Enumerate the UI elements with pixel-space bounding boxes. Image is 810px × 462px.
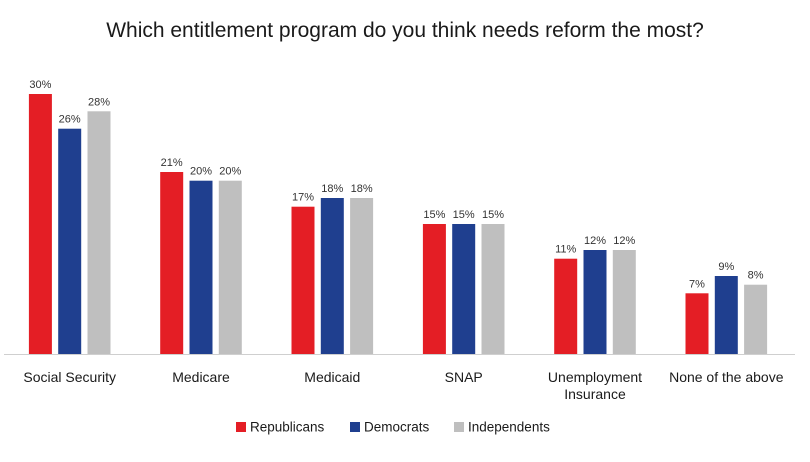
category-label: Unemployment [548, 369, 642, 385]
data-label: 20% [219, 166, 241, 178]
bar-republicans-3 [422, 224, 446, 354]
data-label: 15% [423, 209, 445, 221]
value-labels-group: 30% 26% 28% 21% 20% 20% 17% 18% 18% 15% 15% 15% 11% 1… [29, 79, 763, 290]
bar-republicans-4 [554, 258, 578, 354]
data-label: 28% [88, 96, 110, 108]
legend: Republicans Democrats Independents [236, 420, 550, 435]
data-label: 20% [190, 166, 212, 178]
bar-independents-1 [218, 180, 242, 354]
category-labels-group: Social Security Medicare Medicaid SNAP Unemp… [23, 369, 783, 402]
category-label: Medicare [172, 369, 230, 385]
legend-swatch-independents [454, 422, 464, 432]
legend-swatch-democrats [350, 422, 360, 432]
data-label: 15% [482, 209, 504, 221]
category-label: Insurance [564, 386, 626, 402]
bar-republicans-2 [291, 206, 315, 354]
bar-democrats-2 [320, 198, 344, 354]
bar-independents-0 [87, 111, 111, 354]
data-label: 12% [584, 235, 606, 247]
data-label: 15% [453, 209, 475, 221]
category-label: SNAP [445, 369, 483, 385]
bar-independents-2 [350, 198, 374, 354]
category-label: None of the above [669, 369, 784, 385]
data-label: 12% [613, 235, 635, 247]
data-label: 26% [59, 114, 81, 126]
bar-democrats-1 [189, 180, 213, 354]
bars-group [28, 94, 768, 354]
data-label: 7% [689, 278, 705, 290]
bar-independents-4 [612, 250, 636, 354]
data-label: 11% [555, 244, 576, 256]
data-label: 17% [292, 192, 314, 204]
bar-republicans-5 [685, 293, 709, 354]
bar-independents-5 [744, 284, 768, 354]
legend-label: Republicans [250, 420, 325, 435]
data-label: 30% [29, 79, 51, 91]
legend-label: Democrats [364, 420, 430, 435]
data-label: 18% [321, 183, 343, 195]
bar-republicans-0 [28, 94, 52, 354]
category-label: Medicaid [304, 369, 360, 385]
data-label: 21% [161, 157, 183, 169]
bar-democrats-4 [583, 250, 607, 354]
bar-democrats-5 [714, 276, 738, 354]
data-label: 8% [748, 270, 764, 282]
bar-democrats-3 [452, 224, 476, 354]
legend-label: Independents [468, 420, 550, 435]
data-label: 9% [718, 261, 734, 273]
category-label: Social Security [23, 369, 116, 385]
legend-swatch-republicans [236, 422, 246, 432]
chart-title: Which entitlement program do you think n… [106, 19, 704, 42]
bar-independents-3 [481, 224, 505, 354]
bar-republicans-1 [160, 172, 184, 354]
bar-democrats-0 [58, 128, 82, 354]
data-label: 18% [351, 183, 373, 195]
